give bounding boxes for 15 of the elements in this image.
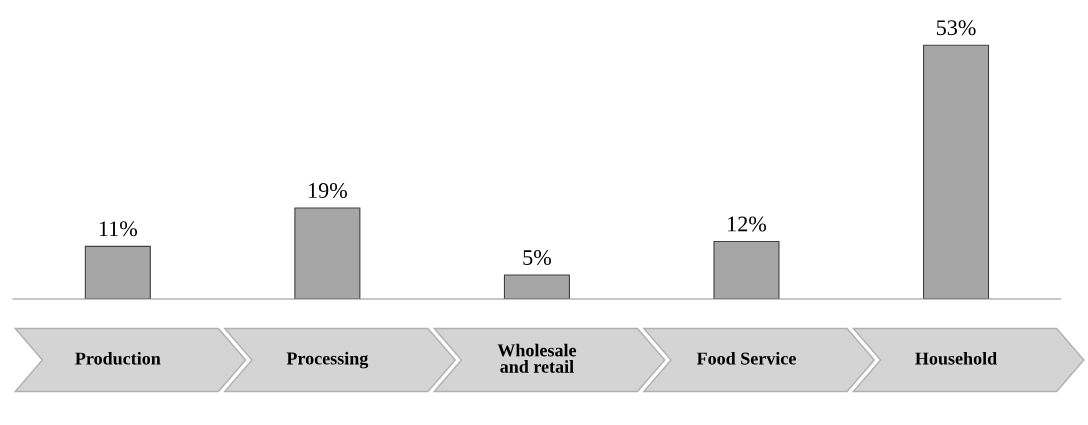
bar [922, 44, 990, 299]
x-tick-label: Food Service [696, 351, 796, 365]
bar [713, 241, 780, 299]
bar [294, 207, 361, 299]
x-tick-label: Production [75, 351, 161, 365]
x-tick-label: Processing [286, 351, 369, 369]
bar [503, 274, 570, 299]
data-label: 11% [99, 221, 138, 237]
data-label: 5% [523, 250, 551, 266]
data-label: 12% [728, 216, 767, 232]
data-label: 19% [308, 182, 347, 199]
bar [84, 245, 151, 299]
x-tick-label: Household [915, 351, 997, 365]
x-tick-label: Wholesale and retail [497, 343, 577, 373]
data-label: 53% [936, 20, 976, 36]
